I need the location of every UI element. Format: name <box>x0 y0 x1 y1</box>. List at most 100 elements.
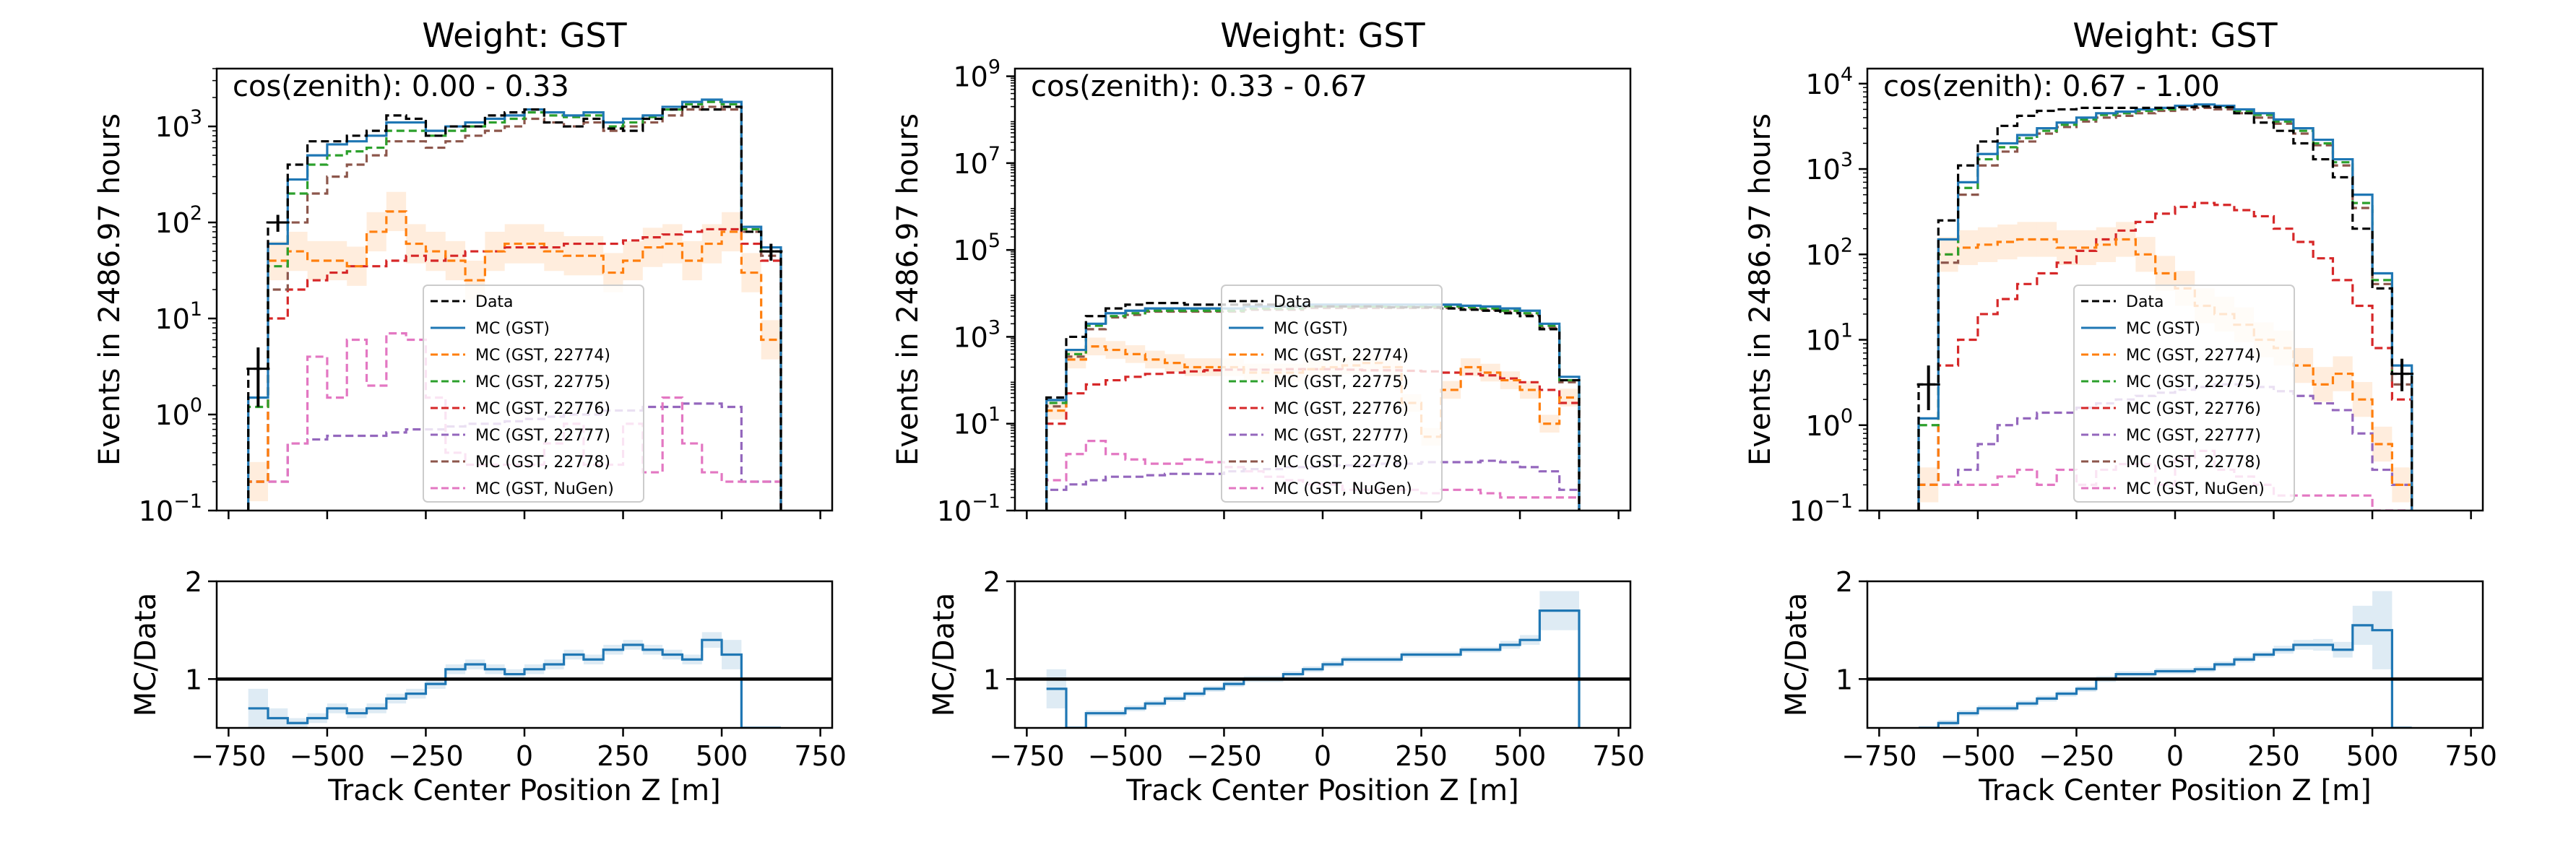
y-tick-label: 103 <box>1805 149 1853 186</box>
legend-label: MC (GST, 22775) <box>1274 373 1409 391</box>
legend-label: MC (GST, 22774) <box>475 347 610 365</box>
ratio-y-axis-label: MC/Data <box>129 593 163 716</box>
series-line-6 <box>247 402 782 511</box>
y-axis-label: Events in 2486.97 hours <box>1744 113 1777 466</box>
x-tick-label: 0 <box>1314 740 1331 772</box>
legend-label: MC (GST) <box>2126 320 2200 338</box>
ratio-y-tick-label: 1 <box>983 664 1000 695</box>
legend-label: Data <box>2126 293 2164 311</box>
ratio-y-tick-label: 1 <box>1836 664 1853 695</box>
x-tick-label: −250 <box>1186 740 1261 772</box>
legend-label: MC (GST, 22777) <box>2126 427 2261 445</box>
legend-label: MC (GST, 22777) <box>475 427 610 445</box>
x-tick-label: 250 <box>2247 740 2300 772</box>
x-tick-label: −750 <box>191 740 266 772</box>
series-line-3 <box>247 210 782 511</box>
x-tick-label: 250 <box>1395 740 1448 772</box>
legend-box <box>423 285 644 503</box>
series-line-8 <box>1917 449 2412 511</box>
y-tick-label: 100 <box>1805 405 1853 442</box>
x-tick-label: 750 <box>2445 740 2497 772</box>
ratio-y-axis-label: MC/Data <box>928 593 961 716</box>
legend-label: MC (GST, 22774) <box>2126 347 2261 365</box>
ratio-frame <box>1013 580 1632 729</box>
ratio-group <box>248 632 781 728</box>
ratio-group <box>1919 591 2412 728</box>
ratio-group <box>1046 591 1581 728</box>
zenith-annotation: cos(zenith): 0.67 - 1.00 <box>1883 70 2220 103</box>
x-tick-label: −500 <box>1088 740 1163 772</box>
legend-label: MC (GST, 22776) <box>475 400 610 418</box>
series-line-2 <box>1917 103 2413 511</box>
x-tick-label: −750 <box>1841 740 1916 772</box>
chart-title: Weight: GST <box>2073 16 2278 55</box>
x-tick-label: −750 <box>989 740 1064 772</box>
y-tick-label: 107 <box>953 143 1000 180</box>
ratio-y-tick-label: 2 <box>1836 566 1853 598</box>
chart-panel-2: Weight: GST cos(zenith): 0.33 - 0.67 10−1 1… <box>891 16 1645 807</box>
y-axis-label: Events in 2486.97 hours <box>93 113 126 466</box>
y-tick-label: 105 <box>953 230 1000 266</box>
legend-label: MC (GST, NuGen) <box>1274 480 1412 498</box>
series-line-1 <box>247 105 782 511</box>
series-line-5 <box>247 227 782 511</box>
legend-label: MC (GST, 22776) <box>1274 400 1409 418</box>
y-tick-label: 109 <box>953 56 1000 93</box>
y-tick-label: 10−1 <box>937 490 1000 527</box>
ratio-y-tick-label: 2 <box>185 566 202 598</box>
ratio-y-tick-label: 1 <box>185 664 202 695</box>
chart-panel-1: Weight: GST cos(zenith): 0.00 - 0.33 10−1 1… <box>93 16 847 807</box>
legend-label: MC (GST, NuGen) <box>2126 480 2265 498</box>
legend: Data MC (GST) MC (GST, 22774) MC (GST, 2277… <box>423 285 644 503</box>
zenith-annotation: cos(zenith): 0.00 - 0.33 <box>233 70 569 103</box>
legend-label: MC (GST, 22775) <box>2126 373 2261 391</box>
series-line-2 <box>247 98 782 511</box>
x-tick-label: −500 <box>1940 740 2015 772</box>
y-tick-label: 101 <box>1805 320 1853 357</box>
legend-label: MC (GST, 22776) <box>2126 400 2261 418</box>
legend-label: MC (GST, 22778) <box>1274 453 1409 472</box>
series-line-3 <box>1917 238 2413 511</box>
ratio-line <box>248 638 781 728</box>
x-axis-label: Track Center Position Z [m] <box>1125 774 1518 807</box>
x-tick-label: 500 <box>696 740 748 772</box>
x-tick-label: −500 <box>290 740 365 772</box>
ratio-y-axis-label: MC/Data <box>1780 593 1813 716</box>
legend-label: MC (GST, 22778) <box>2126 453 2261 472</box>
y-tick-label: 102 <box>155 202 202 239</box>
legend-label: MC (GST, 22774) <box>1274 347 1409 365</box>
x-tick-label: 0 <box>2166 740 2184 772</box>
chart-panel-3: Weight: GST cos(zenith): 0.67 - 1.00 10−1 1… <box>1744 16 2497 807</box>
x-axis-label: Track Center Position Z [m] <box>327 774 720 807</box>
ratio-y-tick-label: 2 <box>983 566 1000 598</box>
y-tick-label: 100 <box>155 394 202 431</box>
x-tick-label: 750 <box>794 740 847 772</box>
y-tick-label: 104 <box>1805 64 1853 100</box>
zenith-annotation: cos(zenith): 0.33 - 0.67 <box>1031 70 1367 103</box>
y-tick-label: 10−1 <box>139 490 202 527</box>
series-group <box>246 98 783 511</box>
x-tick-label: 500 <box>1494 740 1547 772</box>
ratio-line <box>1919 624 2412 728</box>
y-tick-label: 10−1 <box>1789 490 1853 527</box>
y-tick-label: 101 <box>953 404 1000 440</box>
x-tick-label: −250 <box>388 740 463 772</box>
legend-label: MC (GST) <box>475 320 550 338</box>
legend-label: Data <box>1274 293 1312 311</box>
x-tick-label: 0 <box>516 740 533 772</box>
x-tick-label: −250 <box>2039 740 2114 772</box>
legend-box <box>2073 285 2295 503</box>
series-line-5 <box>1917 201 2413 511</box>
legend-box <box>1221 285 1443 503</box>
legend: Data MC (GST) MC (GST, 22774) MC (GST, 2277… <box>2073 285 2295 503</box>
series-line-1 <box>1917 105 2413 511</box>
legend-label: MC (GST, 22777) <box>1274 427 1409 445</box>
y-tick-label: 103 <box>155 106 202 143</box>
y-tick-label: 102 <box>1805 234 1853 271</box>
legend-label: MC (GST, 22778) <box>475 453 610 472</box>
chart-title: Weight: GST <box>422 16 627 55</box>
x-axis-label: Track Center Position Z [m] <box>1978 774 2371 807</box>
legend-label: MC (GST, 22775) <box>475 373 610 391</box>
legend-label: MC (GST) <box>1274 320 1348 338</box>
